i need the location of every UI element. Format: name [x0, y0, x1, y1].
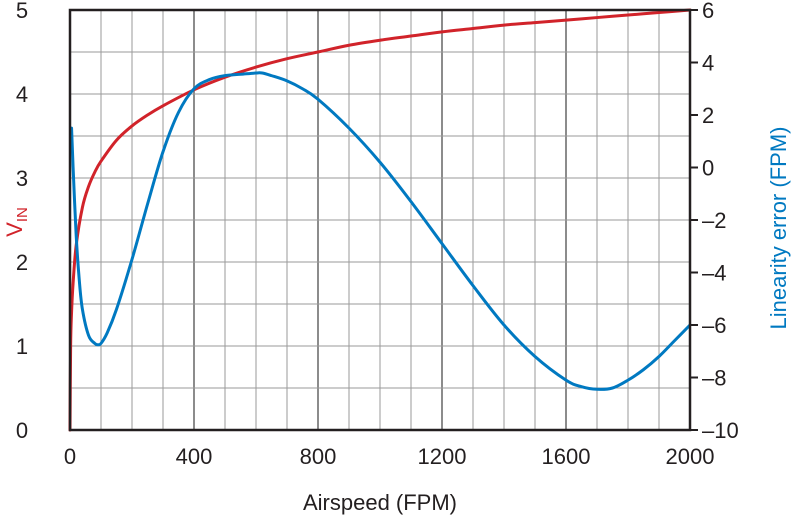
- y-right-tick-label: –8: [702, 366, 726, 391]
- right-y-axis-label: Linearity error (FPM): [766, 127, 791, 330]
- left-y-axis-label-sub: IN: [14, 207, 31, 222]
- y-right-tick-label: –4: [702, 261, 726, 286]
- y-right-tick-label: 2: [702, 103, 714, 128]
- grid: [70, 10, 690, 430]
- svg-text:Linearity error (FPM): Linearity error (FPM): [766, 127, 791, 330]
- x-tick-label: 0: [64, 444, 76, 469]
- y-right-tick-label: –6: [702, 313, 726, 338]
- y-right-tick-label: –10: [702, 418, 739, 443]
- x-tick-label: 1600: [542, 444, 591, 469]
- y-right-tick-label: –2: [702, 208, 726, 233]
- y-right-tick-label: 6: [702, 0, 714, 23]
- x-tick-label: 1200: [418, 444, 467, 469]
- y-left-tick-label: 4: [16, 82, 28, 107]
- x-axis-label: Airspeed (FPM): [303, 490, 457, 515]
- left-y-axis-label: VIN: [2, 207, 31, 237]
- y-left-tick-label: 5: [16, 0, 28, 23]
- x-tick-label: 800: [300, 444, 337, 469]
- y-right-tick-label: 4: [702, 51, 714, 76]
- y-left-tick-label: 1: [16, 334, 28, 359]
- x-tick-label: 400: [176, 444, 213, 469]
- curves: [68, 8, 692, 432]
- left-y-axis-label-main: V: [2, 222, 27, 237]
- y-left-tick-label: 2: [16, 250, 28, 275]
- svg-text:VIN: VIN: [2, 207, 31, 237]
- x-tick-label: 2000: [666, 444, 715, 469]
- y-right-tick-label: 0: [702, 156, 714, 181]
- tick-labels: 0 400 800 1200 1600 2000 0 1 2 3 4 5 –10 –8 –6 –4 –2 0 2 4 6: [16, 0, 739, 469]
- y-left-tick-label: 0: [16, 418, 28, 443]
- linearity-error-curve: [70, 71, 692, 391]
- y-left-tick-label: 3: [16, 166, 28, 191]
